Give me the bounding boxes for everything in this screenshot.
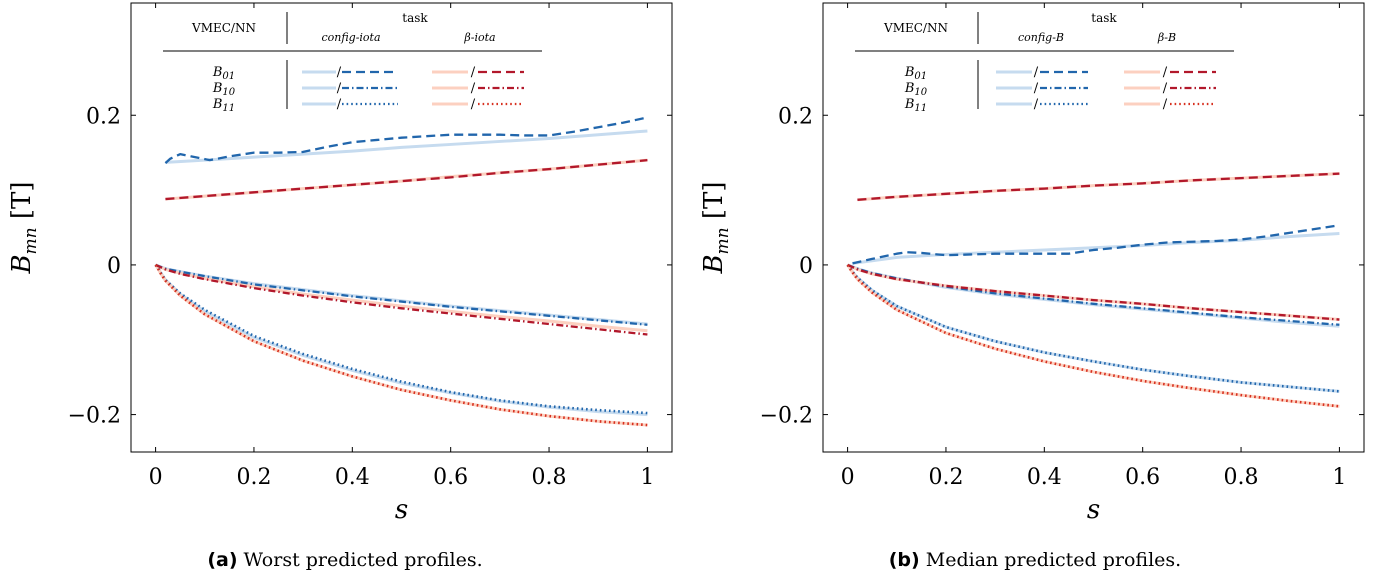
caption-tag: (b) (889, 549, 920, 571)
caption-text: Median predicted profiles. (920, 549, 1182, 571)
x-tick-label: 0.8 (532, 465, 567, 490)
series-group (846, 172, 1340, 408)
series-line-task2-b11-pred (154, 264, 648, 427)
legend-slash: / (337, 81, 342, 96)
y-tick-label: 0 (799, 254, 813, 279)
legend-row-subscript: 10 (914, 87, 927, 98)
legend-slash: / (337, 97, 342, 112)
legend-row-symbol: B (212, 97, 223, 112)
plot-frame (822, 2, 1365, 453)
legend-slash: / (1163, 97, 1168, 112)
x-tick-label: 1 (1332, 465, 1346, 490)
legend-row-label-10: B10 (212, 81, 236, 98)
legend-task-header: task (1091, 11, 1117, 25)
y-axis-label: Bmn [T] (699, 181, 733, 274)
legend-col1-header: VMEC/NN (191, 21, 256, 35)
x-tick-label: 0.2 (236, 465, 271, 490)
plot-frame (130, 2, 673, 453)
y-axis-label-unit: [T] (7, 181, 37, 227)
series-line-task2-b10-pred (847, 263, 1340, 321)
series-line-task1-b10-pred (847, 263, 1340, 326)
legend-task-2: β-iota (463, 31, 495, 44)
legend-row-subscript: 01 (914, 71, 927, 82)
x-axis-label: s (1087, 495, 1100, 525)
caption-tag: (a) (207, 549, 237, 571)
y-tick-label: 0.2 (778, 104, 813, 129)
series-line-task1-b01-truth (165, 129, 648, 164)
legend-row-subscript: 01 (222, 71, 235, 82)
x-tick-label: 0.8 (1224, 465, 1259, 490)
legend-task-1: config-B (1018, 31, 1064, 44)
legend-row-label-11: B11 (212, 97, 235, 114)
legend-row-symbol: B (212, 65, 223, 80)
legend-col1-header: VMEC/NN (883, 21, 948, 35)
x-tick-label: 0.6 (433, 465, 468, 490)
y-axis-label-symbol: B (7, 254, 37, 274)
legend-row-subscript: 10 (222, 87, 235, 98)
legend-row-label-01: B01 (904, 65, 927, 82)
series-line-task2-b11-truth (154, 264, 648, 427)
legend-slash: / (1163, 81, 1168, 96)
chart-panel-a: 0 0.2 0.4 0.6 0.8 1 −0.2 0 0.2 s Bmn [T] VMEC/NN tas… (7, 2, 673, 571)
y-axis-label: Bmn [T] (7, 181, 41, 274)
legend-slash: / (337, 65, 342, 80)
series-line-task2-b10-truth (154, 263, 648, 333)
legend-slash: / (471, 97, 476, 112)
series-group (154, 116, 648, 427)
x-tick-label: 1 (640, 465, 654, 490)
x-tick-label: 0.6 (1125, 465, 1160, 490)
legend-slash: / (471, 81, 476, 96)
series-line-task1-b01-truth (852, 231, 1340, 265)
legend-row-label-10: B10 (904, 81, 928, 98)
series-line-task1-b11-pred (154, 264, 648, 415)
y-axis-label-subscript: mn (21, 227, 41, 254)
legend-slash: / (1034, 97, 1039, 112)
x-tick-label: 0.4 (1027, 465, 1062, 490)
series-line-task1-b10-pred (155, 263, 648, 326)
series-line-task2-b01-pred (165, 159, 648, 201)
series-line-task2-b10-truth (846, 263, 1340, 322)
series-line-task1-b10-truth (155, 263, 648, 326)
legend-row-symbol: B (904, 97, 915, 112)
legend-row-symbol: B (212, 81, 223, 96)
legend-slash: / (1034, 65, 1039, 80)
y-tick-label: −0.2 (760, 404, 813, 429)
series-line-task1-b01-pred (164, 116, 648, 164)
legend-row-symbol: B (904, 81, 915, 96)
series-line-task2-b11-truth (846, 264, 1340, 408)
x-tick-label: 0.4 (335, 465, 370, 490)
figure-caption: (b) Median predicted profiles. (889, 549, 1181, 571)
legend-task-2: β-B (1157, 31, 1176, 44)
y-axis-label-unit: [T] (699, 181, 729, 227)
legend-slash: / (1034, 81, 1039, 96)
y-tick-label: 0 (107, 254, 121, 279)
legend-slash: / (471, 65, 476, 80)
x-tick-label: 0.2 (928, 465, 963, 490)
legend-row-subscript: 11 (222, 103, 235, 114)
figure-caption: (a) Worst predicted profiles. (207, 549, 482, 571)
legend-task-header: task (402, 11, 428, 25)
y-tick-label: 0.2 (86, 104, 121, 129)
caption-text: Worst predicted profiles. (238, 549, 483, 571)
series-line-task1-b11-truth (154, 263, 648, 417)
legend-row-symbol: B (904, 65, 915, 80)
legend-row-label-11: B11 (904, 97, 927, 114)
series-line-task2-b01-pred (857, 172, 1340, 201)
legend-slash: / (1163, 65, 1168, 80)
x-axis-label: s (395, 495, 408, 525)
y-tick-label: −0.2 (68, 404, 121, 429)
y-axis-label-symbol: B (699, 254, 729, 274)
legend-row-label-01: B01 (212, 65, 235, 82)
legend-task-1: config-iota (321, 31, 380, 44)
legend-row-subscript: 11 (914, 103, 927, 114)
x-tick-label: 0 (149, 465, 163, 490)
chart-panel-b: 0 0.2 0.4 0.6 0.8 1 −0.2 0 0.2 s Bmn [T] VMEC/NN tas… (699, 2, 1365, 571)
y-axis-label-subscript: mn (713, 227, 733, 254)
series-line-task1-b01-pred (852, 224, 1340, 265)
x-tick-label: 0 (841, 465, 855, 490)
